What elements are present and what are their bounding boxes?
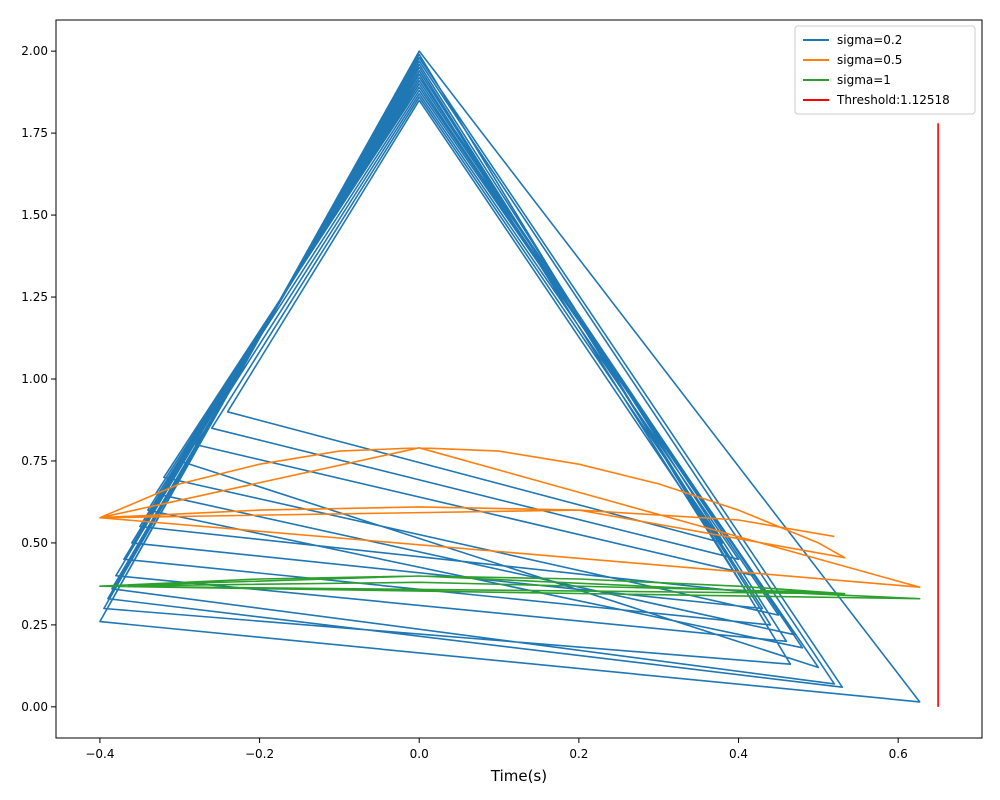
x-axis-ticks: −0.4 −0.2 0.0 0.2 0.4 0.6 xyxy=(85,738,908,761)
legend-label: sigma=0.2 xyxy=(837,33,902,47)
legend: sigma=0.2 sigma=0.5 sigma=1 Threshold:1.125… xyxy=(794,25,976,115)
legend-label: Threshold:1.12518 xyxy=(836,93,950,107)
y-tick-label: 0.75 xyxy=(21,454,48,468)
series-line-2 xyxy=(99,446,921,589)
x-tick-label: 0.2 xyxy=(569,747,588,761)
series-line-3 xyxy=(99,575,921,600)
legend-label: sigma=1 xyxy=(837,73,891,87)
y-tick-label: 1.25 xyxy=(21,290,48,304)
legend-box xyxy=(794,25,976,115)
series-line-1 xyxy=(99,50,921,703)
y-tick-label: 1.50 xyxy=(21,208,48,222)
legend-label: sigma=0.5 xyxy=(837,53,902,67)
y-tick-label: 0.00 xyxy=(21,700,48,714)
x-axis-label: Time(s) xyxy=(490,767,547,785)
x-tick-label: 0.0 xyxy=(410,747,429,761)
plot-area xyxy=(99,50,939,707)
y-axis-ticks: 0.00 0.25 0.50 0.75 1.00 1.25 1.50 1.75 2.00 xyxy=(21,44,56,714)
x-tick-label: 0.6 xyxy=(889,747,908,761)
x-tick-label: −0.4 xyxy=(85,747,114,761)
x-tick-label: −0.2 xyxy=(245,747,274,761)
y-tick-label: 1.75 xyxy=(21,126,48,140)
x-tick-label: 0.4 xyxy=(729,747,748,761)
y-tick-label: 0.25 xyxy=(21,618,48,632)
y-tick-label: 2.00 xyxy=(21,44,48,58)
y-tick-label: 0.50 xyxy=(21,536,48,550)
y-tick-label: 1.00 xyxy=(21,372,48,386)
